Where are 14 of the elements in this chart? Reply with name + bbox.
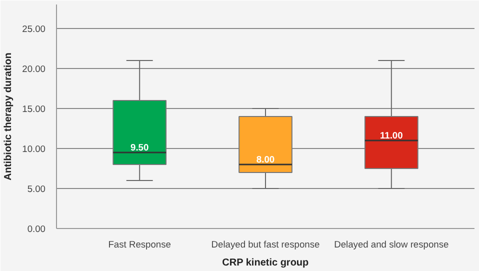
y-tick-label: 20.00 (22, 64, 46, 74)
y-tick-label: 15.00 (22, 104, 46, 114)
x-tick-label: Fast Response (108, 240, 171, 250)
x-tick-label: Delayed and slow response (334, 240, 449, 250)
text: 8.00 (256, 154, 275, 164)
x-axis-title: CRP kinetic group (222, 258, 309, 268)
x-tick-label: Delayed but fast response (211, 240, 320, 250)
y-tick-label: 25.00 (22, 24, 46, 34)
y-tick-label: 10.00 (22, 144, 46, 154)
y-tick-label: 0.00 (27, 224, 46, 234)
text: 9.50 (130, 142, 149, 152)
text: 11.00 (380, 130, 403, 140)
y-axis-title: Antibiotic therapy duration (3, 52, 14, 180)
y-tick-label: 5.00 (27, 184, 46, 194)
